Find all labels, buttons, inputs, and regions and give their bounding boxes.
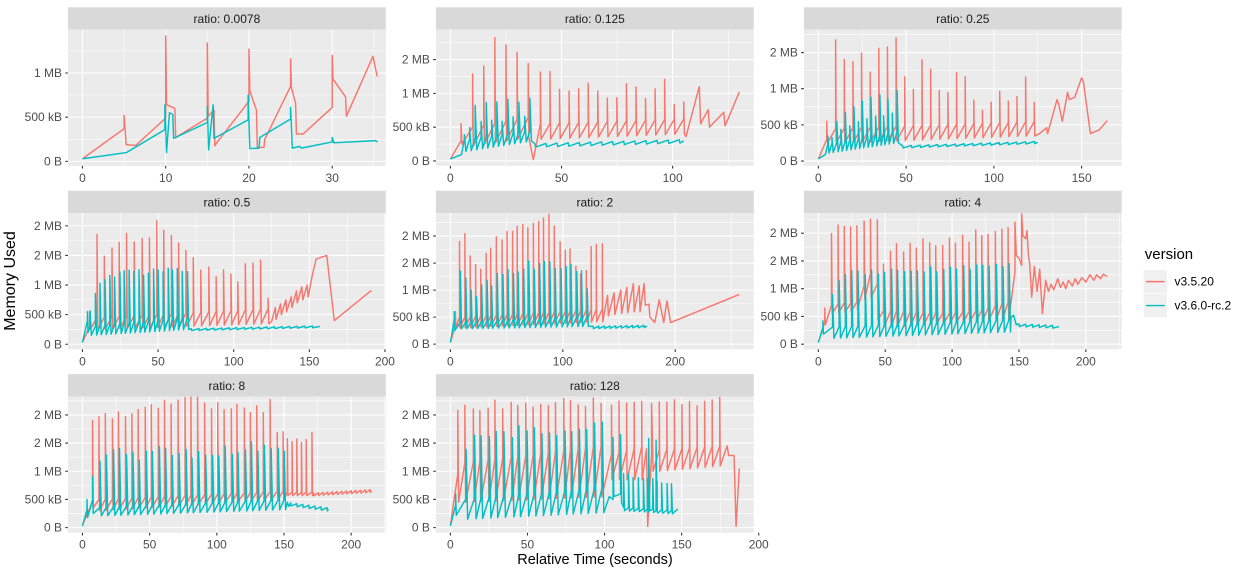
svg-text:200: 200: [341, 538, 361, 552]
svg-text:500 kB: 500 kB: [761, 309, 798, 323]
svg-text:0 B: 0 B: [412, 521, 430, 535]
svg-text:0 B: 0 B: [412, 154, 430, 168]
svg-text:2 MB: 2 MB: [770, 226, 798, 240]
svg-text:2 MB: 2 MB: [34, 408, 62, 422]
svg-text:2 MB: 2 MB: [402, 436, 430, 450]
svg-text:ratio: 0.0078: ratio: 0.0078: [194, 12, 261, 26]
svg-text:500 kB: 500 kB: [393, 310, 430, 324]
svg-text:100: 100: [553, 354, 573, 368]
svg-text:ratio: 2: ratio: 2: [577, 195, 614, 209]
svg-text:0: 0: [79, 171, 86, 185]
svg-text:0 B: 0 B: [44, 154, 62, 168]
svg-text:0: 0: [79, 354, 86, 368]
svg-text:0: 0: [815, 354, 822, 368]
svg-text:0 B: 0 B: [412, 337, 430, 351]
svg-text:200: 200: [749, 538, 769, 552]
svg-text:ratio: 128: ratio: 128: [570, 379, 620, 393]
svg-text:50: 50: [143, 538, 157, 552]
svg-text:1 MB: 1 MB: [402, 464, 430, 478]
svg-text:50: 50: [879, 354, 893, 368]
svg-text:0 B: 0 B: [780, 154, 798, 168]
svg-text:0: 0: [79, 538, 86, 552]
svg-text:100: 100: [984, 171, 1004, 185]
svg-text:0: 0: [447, 171, 454, 185]
svg-text:200: 200: [1076, 354, 1096, 368]
svg-text:Relative Time (seconds): Relative Time (seconds): [517, 552, 673, 568]
svg-text:500 kB: 500 kB: [393, 120, 430, 134]
svg-text:1 MB: 1 MB: [402, 86, 430, 100]
svg-text:1 MB: 1 MB: [34, 66, 62, 80]
svg-text:0: 0: [815, 171, 822, 185]
svg-text:150: 150: [672, 538, 692, 552]
svg-text:500 kB: 500 kB: [25, 492, 62, 506]
svg-text:0 B: 0 B: [780, 337, 798, 351]
svg-text:500 kB: 500 kB: [25, 308, 62, 322]
svg-text:Memory Used: Memory Used: [2, 231, 19, 331]
svg-text:2 MB: 2 MB: [770, 254, 798, 268]
svg-text:ratio: 8: ratio: 8: [209, 379, 246, 393]
svg-text:100: 100: [207, 538, 227, 552]
svg-text:2 MB: 2 MB: [402, 53, 430, 67]
svg-text:ratio: 0.25: ratio: 0.25: [936, 12, 990, 26]
svg-text:150: 150: [1072, 171, 1092, 185]
svg-text:50: 50: [899, 171, 913, 185]
svg-text:ratio: 0.5: ratio: 0.5: [204, 195, 251, 209]
svg-text:100: 100: [595, 538, 615, 552]
svg-text:1 MB: 1 MB: [770, 82, 798, 96]
svg-text:1 MB: 1 MB: [34, 464, 62, 478]
svg-text:50: 50: [521, 538, 535, 552]
svg-text:20: 20: [242, 171, 256, 185]
svg-text:0 B: 0 B: [44, 521, 62, 535]
svg-text:v3.5.20: v3.5.20: [1175, 275, 1215, 289]
svg-text:2 MB: 2 MB: [34, 248, 62, 262]
svg-text:500 kB: 500 kB: [25, 110, 62, 124]
svg-text:2 MB: 2 MB: [770, 46, 798, 60]
svg-text:version: version: [1145, 246, 1193, 263]
svg-text:150: 150: [1009, 354, 1029, 368]
svg-text:0 B: 0 B: [44, 337, 62, 351]
svg-text:100: 100: [663, 171, 683, 185]
svg-text:1 MB: 1 MB: [34, 278, 62, 292]
svg-text:200: 200: [665, 354, 685, 368]
svg-text:500 kB: 500 kB: [393, 492, 430, 506]
svg-text:100: 100: [942, 354, 962, 368]
svg-text:500 kB: 500 kB: [761, 118, 798, 132]
svg-text:2 MB: 2 MB: [34, 436, 62, 450]
svg-text:50: 50: [555, 171, 569, 185]
svg-text:200: 200: [375, 354, 395, 368]
svg-text:0: 0: [447, 538, 454, 552]
svg-text:2 MB: 2 MB: [402, 229, 430, 243]
svg-text:150: 150: [274, 538, 294, 552]
svg-text:150: 150: [299, 354, 319, 368]
svg-text:1 MB: 1 MB: [770, 282, 798, 296]
svg-text:ratio: 4: ratio: 4: [944, 195, 981, 209]
svg-text:ratio: 0.125: ratio: 0.125: [565, 12, 625, 26]
svg-text:0: 0: [447, 354, 454, 368]
svg-text:1 MB: 1 MB: [402, 283, 430, 297]
svg-text:v3.6.0-rc.2: v3.6.0-rc.2: [1175, 299, 1232, 313]
svg-text:30: 30: [326, 171, 340, 185]
svg-text:100: 100: [224, 354, 244, 368]
svg-text:2 MB: 2 MB: [402, 256, 430, 270]
svg-text:2 MB: 2 MB: [34, 219, 62, 233]
svg-text:10: 10: [159, 171, 173, 185]
svg-text:2 MB: 2 MB: [402, 408, 430, 422]
svg-text:50: 50: [151, 354, 165, 368]
